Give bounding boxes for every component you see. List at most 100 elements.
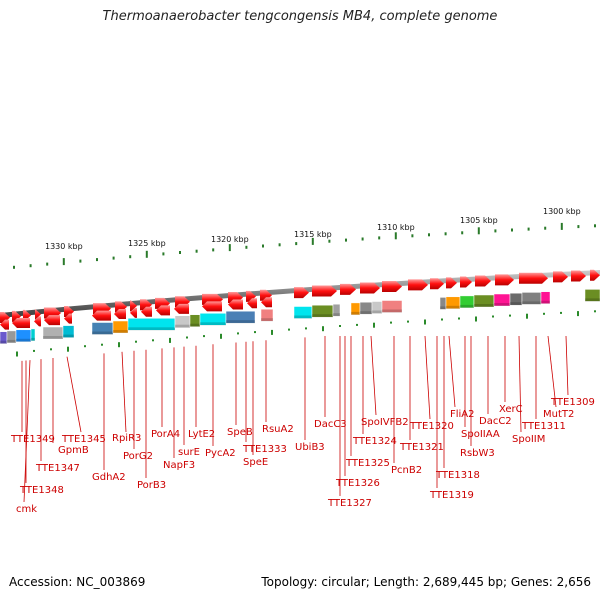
gene-mark — [390, 321, 392, 324]
reverse-gene-shade — [7, 339, 16, 343]
scale-tick — [228, 244, 231, 252]
gene-mark — [305, 327, 307, 330]
scale-labels: 1330 kbp 1325 kbp 1320 kbp 1315 kbp 1310… — [45, 207, 581, 251]
forward-gene-arrow — [590, 269, 600, 281]
scale-tick — [162, 252, 165, 256]
leader-line — [547, 335, 557, 408]
accession-text: Accession: NC_003869 — [9, 575, 146, 589]
forward-gene-arrow — [360, 282, 380, 294]
reverse-gene-arrow — [247, 298, 257, 309]
gene-mark — [441, 318, 443, 321]
reverse-gene-segment — [584, 289, 600, 302]
reverse-gene-arrow — [156, 305, 170, 316]
scale-tick — [112, 256, 115, 260]
gene-label: SpeE — [243, 457, 268, 468]
gene-mark — [220, 333, 222, 339]
gene-mark — [594, 310, 596, 313]
gene-mark — [339, 325, 341, 327]
forward-gene-arrow — [340, 283, 356, 295]
gene-label: MutT2 — [543, 409, 574, 420]
gene-label: TTE1321 — [399, 442, 444, 453]
scale-tick — [477, 227, 480, 235]
scale-tick — [494, 229, 497, 233]
gene-mark — [526, 313, 528, 319]
scale-tick — [328, 239, 331, 243]
forward-gene-arrow — [294, 287, 309, 299]
forward-gene-arrow — [382, 281, 402, 293]
gene-mark — [33, 349, 35, 352]
reverse-gene-arrow — [141, 306, 152, 317]
scale-ticks — [13, 222, 596, 269]
scale-tick — [79, 259, 82, 263]
gene-mark — [67, 346, 69, 352]
gene-mark — [203, 335, 205, 338]
gene-label: LytE2 — [188, 429, 215, 440]
scale-label: 1310 kbp — [377, 223, 415, 232]
scale-tick — [96, 258, 98, 262]
gene-label: TTE1324 — [352, 436, 397, 447]
forward-genes — [0, 269, 600, 330]
gene-mark — [543, 312, 545, 315]
reverse-gene-arrow — [261, 297, 272, 308]
gene-label: SpoIIAA — [461, 429, 500, 440]
reverse-gene-shade — [0, 340, 7, 344]
scale-tick — [594, 224, 596, 228]
leader-line — [565, 335, 569, 396]
gene-mark — [169, 337, 171, 343]
scale-tick — [13, 265, 15, 269]
gene-mark — [84, 345, 86, 348]
forward-gene-arrow — [408, 279, 428, 291]
reverse-gene-shade — [175, 324, 190, 328]
scale-tick — [195, 249, 198, 253]
forward-gene-arrow — [519, 272, 548, 284]
scale-tick — [444, 232, 447, 236]
reverse-gene-shade — [522, 301, 541, 305]
scale-label: 1330 kbp — [45, 242, 83, 251]
reverse-gene-arrow — [12, 317, 30, 328]
gene-mark — [152, 339, 154, 342]
reverse-gene-arrow — [174, 303, 189, 314]
scale-tick — [29, 264, 32, 268]
reverse-gene-arrow — [92, 310, 111, 321]
reverse-gene-shade — [43, 336, 63, 339]
reverse-gene-segment — [62, 325, 75, 338]
gene-mark — [288, 328, 290, 331]
scale-tick — [295, 242, 298, 246]
gene-labels: TTE1349 TTE1348 cmk TTE1347 GpmB TTE1345… — [10, 397, 595, 515]
leader-line — [23, 360, 31, 503]
scale-tick — [145, 250, 148, 258]
gene-mark — [424, 319, 426, 325]
reverse-gene-shade — [92, 331, 113, 335]
gene-label: GdhA2 — [92, 472, 126, 483]
gene-label: RsuA2 — [262, 424, 294, 435]
forward-gene-arrow — [495, 274, 514, 286]
under-marks — [16, 310, 596, 357]
gene-mark — [271, 329, 273, 335]
gene-label: XerC — [499, 404, 523, 415]
scale-tick — [245, 245, 248, 249]
reverse-gene-segment — [540, 291, 551, 304]
leader-lines — [21, 335, 569, 503]
scale-tick — [560, 222, 563, 230]
scale-tick — [544, 226, 547, 230]
gene-label: TTE1319 — [429, 490, 474, 501]
gene-mark — [356, 323, 358, 326]
reverse-gene-shade — [372, 310, 382, 314]
gene-label: NapF3 — [163, 460, 195, 471]
gene-mark — [101, 343, 103, 346]
gene-label: TTE1320 — [409, 421, 454, 432]
reverse-gene-shade — [190, 323, 200, 327]
gene-label: TTE1327 — [327, 498, 372, 509]
reverse-gene-shade — [440, 306, 446, 310]
scale-tick — [428, 233, 430, 237]
forward-gene-arrow — [312, 285, 337, 297]
scale-tick — [212, 248, 215, 252]
scale-tick — [278, 243, 281, 247]
gene-mark — [475, 316, 477, 322]
gene-label: TTE1309 — [550, 397, 595, 408]
scale-tick — [394, 232, 397, 240]
forward-gene-arrow — [446, 277, 457, 289]
scale-tick — [46, 262, 49, 266]
gene-label: SpoIIM — [512, 434, 545, 445]
scale-tick — [511, 228, 513, 232]
